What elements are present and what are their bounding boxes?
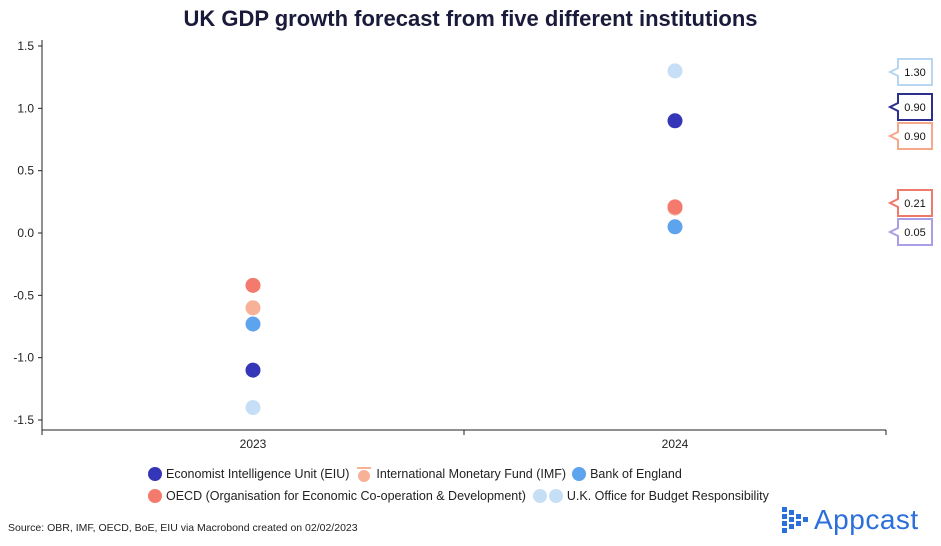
end-tags-layer: 1.30 0.90 0.90 0.21 0.05 (887, 58, 933, 246)
appcast-logo-icon (782, 507, 808, 533)
legend-row-2: OECD (Organisation for Economic Co-opera… (148, 485, 848, 507)
legend-item-imf[interactable]: International Monetary Fund (IMF) (355, 466, 566, 482)
end-tag-box (887, 58, 933, 86)
legend-item-eiu[interactable]: Economist Intelligence Unit (EIU) (148, 467, 349, 481)
data-point-2-0 (245, 316, 261, 332)
x-tick-label: 2023 (240, 437, 267, 451)
points-layer (245, 63, 683, 416)
legend-label-obr: U.K. Office for Budget Responsibility (566, 489, 769, 503)
legend-item-oecd[interactable]: OECD (Organisation for Economic Co-opera… (148, 489, 526, 503)
legend-label-boe: Bank of England (590, 467, 682, 481)
data-point-0-0 (245, 362, 261, 378)
brand-name: Appcast (814, 504, 919, 535)
end-tag-box (887, 189, 933, 217)
end-tag-label: 1.30 (904, 67, 925, 79)
legend-item-boe[interactable]: Bank of England (572, 467, 682, 481)
x-tick-label: 2024 (662, 437, 689, 451)
data-point-3-1 (667, 199, 683, 215)
legend-label-oecd: OECD (Organisation for Economic Co-opera… (166, 489, 526, 503)
end-tag-label: 0.21 (904, 198, 925, 210)
source-note: Source: OBR, IMF, OECD, BoE, EIU via Mac… (8, 522, 358, 534)
y-tick-label: 1.5 (17, 39, 34, 53)
legend: Economist Intelligence Unit (EIU) Intern… (148, 463, 848, 507)
y-tick-label: 1.0 (17, 101, 34, 115)
end-tag-label: 0.05 (904, 227, 925, 239)
end-tag-label: 0.90 (904, 102, 925, 114)
axes-layer: 1.5 1.0 0.5 0.0 -0.5 -1.0 -1.5 2023 2024 (13, 39, 887, 451)
legend-label-imf: International Monetary Fund (IMF) (376, 467, 567, 481)
y-tick-label: -0.5 (13, 288, 34, 302)
end-tag-label: 0.90 (904, 131, 925, 143)
legend-label-eiu: Economist Intelligence Unit (EIU) (166, 467, 350, 481)
end-tag-box (887, 93, 933, 121)
data-point-0-1 (667, 113, 683, 129)
legend-item-obr[interactable]: U.K. Office for Budget Responsibility (532, 488, 769, 504)
end-tag-box (887, 122, 933, 150)
end-tag-box (887, 218, 933, 246)
chart-title: UK GDP growth forecast from five differe… (183, 6, 758, 31)
legend-swatch-boe (572, 467, 587, 481)
data-point-2-1 (667, 219, 683, 235)
brand-logo: Appcast (782, 504, 919, 536)
legend-swatch-obr (532, 489, 563, 503)
data-point-4-1 (667, 63, 683, 79)
legend-swatch-imf (357, 467, 372, 482)
y-tick-label: 0.5 (17, 164, 34, 178)
data-point-3-0 (245, 277, 261, 293)
y-tick-label: -1.0 (13, 351, 34, 365)
data-point-4-0 (245, 400, 261, 416)
legend-swatch-eiu (148, 467, 162, 481)
y-tick-label: -1.5 (13, 413, 34, 427)
y-tick-label: 0.0 (17, 226, 34, 240)
data-point-1-0 (245, 300, 261, 316)
legend-swatch-oecd (148, 489, 162, 503)
legend-row-1: Economist Intelligence Unit (EIU) Intern… (148, 463, 848, 485)
